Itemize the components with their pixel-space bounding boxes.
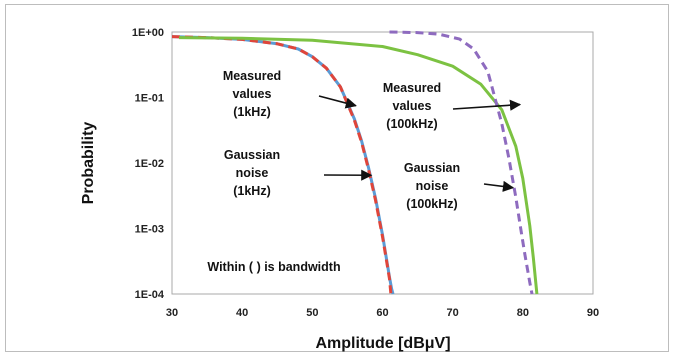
x-tick-label: 60 xyxy=(376,307,388,319)
y-tick-label: 1E-02 xyxy=(135,158,164,170)
y-axis-title: Probability xyxy=(80,122,97,205)
y-tick-label: 1E+00 xyxy=(132,27,164,39)
x-tick-label: 50 xyxy=(306,307,318,319)
chart-frame xyxy=(5,4,669,352)
annotation-text: (100kHz) xyxy=(386,117,437,131)
annotation-text: (1kHz) xyxy=(233,105,271,119)
y-tick-label: 1E-04 xyxy=(135,289,165,301)
x-tick-label: 30 xyxy=(166,307,178,319)
y-tick-label: 1E-01 xyxy=(135,93,164,105)
annotation-text: values xyxy=(233,87,272,101)
series-line-3 xyxy=(178,36,539,295)
annotation-arrow xyxy=(483,180,515,192)
annotation-text: noise xyxy=(236,166,269,180)
annotation-text: Measured xyxy=(383,81,441,95)
y-tick-label: 1E-03 xyxy=(135,224,164,236)
annotation-text: Measured xyxy=(223,69,281,83)
series-line-4 xyxy=(389,30,534,295)
annotation-text: Gaussian xyxy=(404,161,460,175)
annotation-text: noise xyxy=(416,179,449,193)
plot-area xyxy=(171,31,594,295)
x-tick-label: 70 xyxy=(447,307,459,319)
x-tick-label: 40 xyxy=(236,307,248,319)
annotation-arrow xyxy=(318,95,357,109)
annotation-text: Within ( ) is bandwidth xyxy=(207,260,340,274)
annotation-text: values xyxy=(393,99,432,113)
annotation-text: (1kHz) xyxy=(233,184,271,198)
annotations: Measured values (1kHz) Gaussian noise (1kHz) M… xyxy=(207,69,522,274)
annotation-text: Gaussian xyxy=(224,148,280,162)
x-axis-ticks: 30 40 50 60 70 80 90 xyxy=(166,307,599,319)
x-axis-title: Amplitude [dBμV] xyxy=(315,335,450,352)
annotation-arrow xyxy=(452,99,522,111)
series-line-1 xyxy=(172,35,395,295)
x-tick-label: 90 xyxy=(587,307,599,319)
series-line-2 xyxy=(172,35,393,295)
x-tick-label: 80 xyxy=(517,307,529,319)
y-axis-ticks: 1E+00 1E-01 1E-02 1E-03 1E-04 xyxy=(132,27,165,301)
annotation-text: (100kHz) xyxy=(406,197,457,211)
